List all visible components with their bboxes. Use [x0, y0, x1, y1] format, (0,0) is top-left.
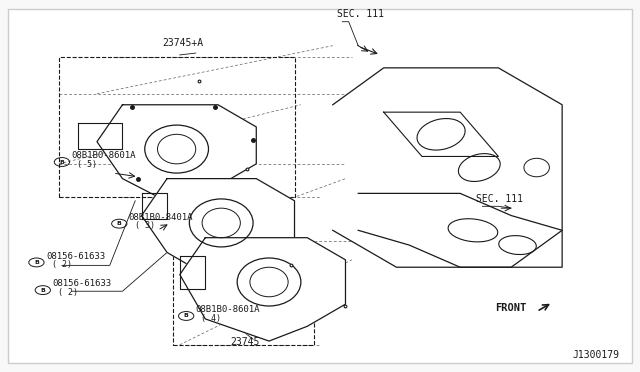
Text: ( 5): ( 5) [77, 160, 97, 169]
Polygon shape [141, 179, 294, 282]
Text: B: B [34, 260, 39, 265]
Text: 08B1B0-8601A: 08B1B0-8601A [196, 305, 260, 314]
Polygon shape [97, 105, 256, 208]
Polygon shape [180, 238, 346, 341]
Text: ( 2): ( 2) [58, 288, 78, 297]
Text: FRONT: FRONT [495, 304, 527, 313]
Text: 23745: 23745 [231, 337, 260, 347]
Text: ( 2): ( 2) [52, 260, 72, 269]
Text: J1300179: J1300179 [573, 350, 620, 359]
Text: ( 3): ( 3) [134, 221, 155, 230]
Text: 08156-61633: 08156-61633 [52, 279, 111, 288]
Bar [59, 57, 294, 197]
Text: 23745+A: 23745+A [163, 38, 204, 48]
Text: SEC. 111: SEC. 111 [476, 194, 523, 204]
Text: 08B1B0-8401A: 08B1B0-8401A [129, 213, 193, 222]
Text: 08B1B0-8601A: 08B1B0-8601A [72, 151, 136, 160]
Text: B: B [40, 288, 45, 293]
Text: SEC. 111: SEC. 111 [337, 9, 384, 19]
Text: B: B [117, 221, 122, 226]
Text: B: B [184, 314, 189, 318]
Bar [173, 241, 314, 345]
Text: B: B [60, 160, 65, 164]
Text: ( 4): ( 4) [202, 314, 221, 323]
Text: 08156-61633: 08156-61633 [46, 251, 105, 260]
